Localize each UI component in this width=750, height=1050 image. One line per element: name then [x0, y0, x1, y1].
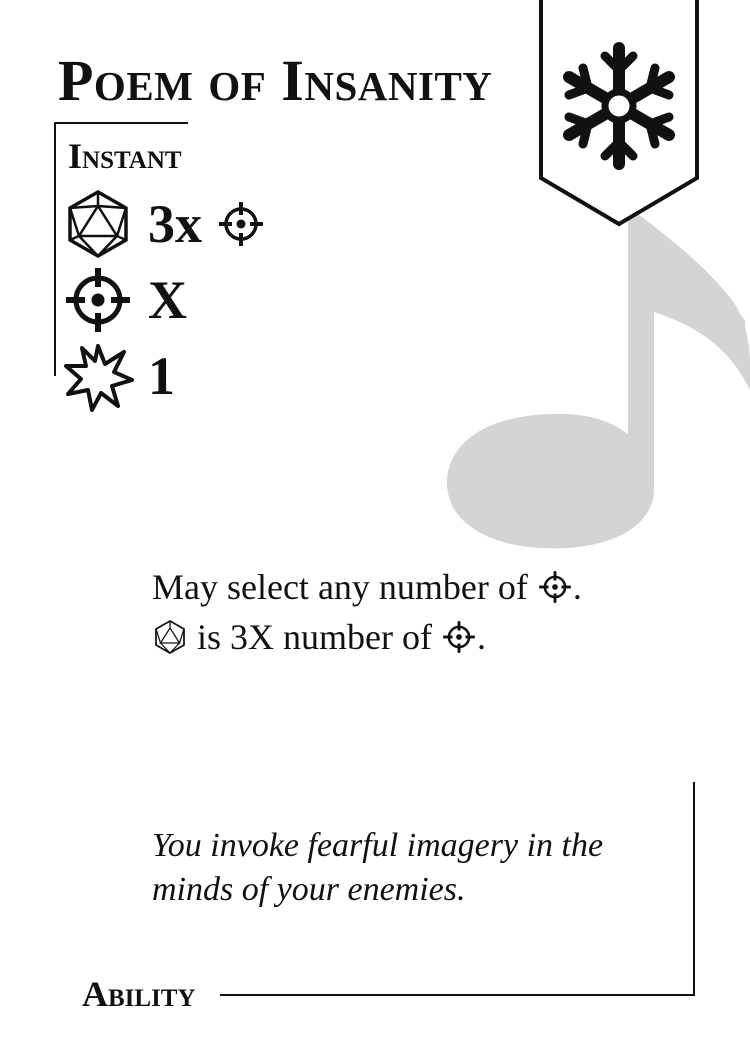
target-icon: [443, 621, 475, 653]
target-icon: [539, 571, 571, 603]
snowflake-icon: [563, 42, 675, 170]
flavor-text: You invoke fearful imagery in the minds …: [152, 827, 604, 908]
music-note-icon: [446, 206, 750, 549]
effect-line-2: is 3X number of .: [152, 612, 712, 662]
element-banner: [539, 0, 699, 227]
burst-icon: [64, 344, 134, 412]
card-title: Poem of Insanity: [58, 48, 493, 113]
d20-dice-icon: [155, 619, 185, 655]
target-icon: [219, 202, 263, 246]
stat-burst-row: 1: [62, 340, 175, 412]
stat-dice-row: 3x: [62, 188, 266, 260]
effect-text: May select any number of . is 3X number …: [152, 562, 712, 662]
effect-line-1: May select any number of .: [152, 567, 582, 607]
card-type: Instant: [68, 136, 182, 176]
stat-target-value: X: [148, 270, 187, 330]
footer-bracket-line: [693, 782, 695, 996]
stat-dice-value: 3x: [148, 194, 202, 254]
stat-burst-value: 1: [148, 346, 175, 406]
stat-bracket-line: [54, 122, 56, 376]
stat-target-row: X: [62, 264, 187, 336]
target-icon: [66, 268, 130, 332]
footer-rule: [220, 994, 695, 996]
d20-dice-icon: [68, 189, 128, 259]
card-category: Ability: [82, 974, 196, 1014]
stat-bracket-top: [54, 122, 188, 124]
